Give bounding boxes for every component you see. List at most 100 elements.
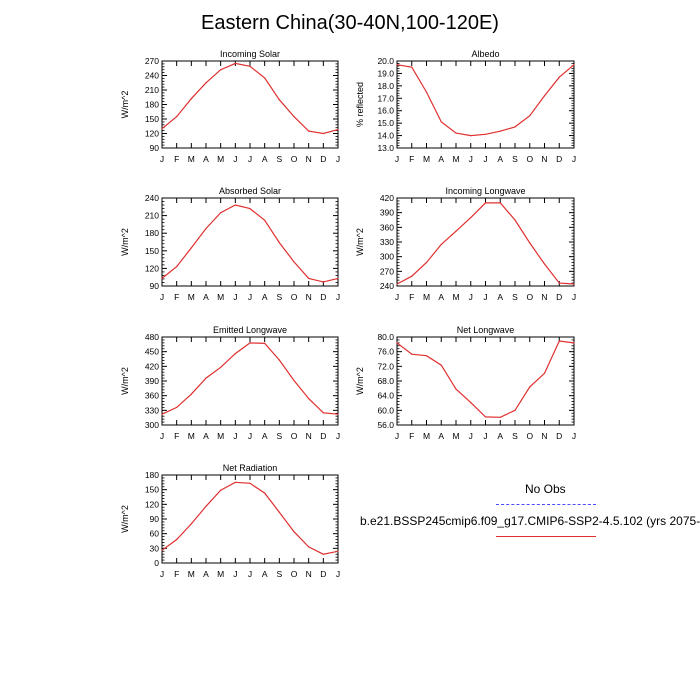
y-tick-label: 90 <box>150 514 160 524</box>
y-tick-label: 150 <box>145 246 159 256</box>
x-tick-label: A <box>262 569 268 579</box>
data-point <box>190 98 192 100</box>
legend-model-line <box>496 536 596 537</box>
x-tick-label: A <box>262 292 268 302</box>
y-tick-label: 210 <box>145 211 159 221</box>
y-tick-label: 19.0 <box>377 68 394 78</box>
data-point <box>337 413 339 415</box>
x-tick-label: M <box>188 569 195 579</box>
x-tick-label: N <box>306 569 312 579</box>
x-tick-label: J <box>572 292 576 302</box>
y-tick-label: 390 <box>380 208 394 218</box>
x-tick-label: D <box>320 154 326 164</box>
data-point <box>529 242 531 244</box>
data-point <box>205 227 207 230</box>
y-tick-label: 0 <box>154 558 159 568</box>
x-tick-label: A <box>438 292 444 302</box>
x-tick-label: M <box>423 431 430 441</box>
y-tick-label: 390 <box>145 376 159 386</box>
y-tick-label: 360 <box>145 391 159 401</box>
panel-1: Incoming Solar W/m^2 90 120 150 180 210 240 270 J… <box>120 49 340 164</box>
data-point <box>205 377 207 379</box>
x-tick-label: F <box>174 154 179 164</box>
x-tick-label: A <box>203 431 209 441</box>
y-tick-label: 68.0 <box>377 376 394 386</box>
y-axis-label: W/m^2 <box>120 91 130 119</box>
series-line <box>396 340 575 418</box>
y-tick-label: 420 <box>380 193 394 203</box>
data-point <box>293 115 295 118</box>
data-point <box>322 412 324 414</box>
series-line <box>161 62 339 135</box>
y-tick-label: 13.0 <box>377 143 394 153</box>
data-point <box>190 247 192 249</box>
x-tick-label: A <box>203 154 209 164</box>
x-tick-label: J <box>336 431 340 441</box>
y-tick-label: 300 <box>145 420 159 430</box>
x-tick-label: F <box>174 431 179 441</box>
y-tick-label: 20.0 <box>377 56 394 66</box>
y-tick-label: 120 <box>145 499 159 509</box>
data-point <box>470 216 472 219</box>
x-tick-label: A <box>203 292 209 302</box>
x-tick-label: S <box>512 292 518 302</box>
panel-5: Emitted Longwave W/m^2 300 330 360 390 420 450 4… <box>120 325 340 441</box>
x-tick-label: J <box>248 154 252 164</box>
data-point <box>396 283 398 285</box>
x-tick-label: D <box>556 431 562 441</box>
data-point <box>220 212 222 214</box>
data-point <box>278 511 280 513</box>
y-tick-label: 76.0 <box>377 347 394 357</box>
x-tick-label: S <box>512 431 518 441</box>
plot-frame <box>161 197 339 287</box>
panel-6: Net Longwave W/m^2 56.0 60.0 64.0 68.0 72.0 76.… <box>355 325 576 441</box>
y-tick-label: 420 <box>145 361 159 371</box>
y-axis-label: W/m^2 <box>120 505 130 533</box>
y-tick-label: 330 <box>380 237 394 247</box>
figure-title: Eastern China(30-40N,100-120E) <box>201 12 499 34</box>
x-tick-label: A <box>497 431 503 441</box>
x-tick-label: S <box>276 431 282 441</box>
x-tick-label: M <box>423 154 430 164</box>
data-point <box>308 277 310 279</box>
y-tick-label: 80.0 <box>377 332 394 342</box>
data-point <box>234 353 236 355</box>
x-tick-label: J <box>248 569 252 579</box>
data-point <box>573 283 575 285</box>
data-point <box>558 340 560 342</box>
plot-frame <box>161 474 339 564</box>
x-tick-label: J <box>233 569 237 579</box>
data-point <box>161 413 163 415</box>
y-tick-label: 120 <box>145 263 159 273</box>
data-point <box>176 406 178 408</box>
data-point <box>396 342 398 344</box>
y-tick-label: 150 <box>145 114 159 124</box>
data-point <box>249 482 251 484</box>
data-point <box>322 281 324 283</box>
x-tick-label: O <box>291 154 298 164</box>
y-tick-label: 180 <box>145 100 159 110</box>
data-point <box>337 129 339 131</box>
x-tick-label: F <box>409 154 414 164</box>
y-tick-label: 300 <box>380 252 394 262</box>
data-point <box>337 550 339 552</box>
x-tick-label: D <box>320 292 326 302</box>
data-point <box>411 353 413 355</box>
y-tick-label: 180 <box>145 228 159 238</box>
y-tick-label: 16.0 <box>377 106 394 116</box>
data-point <box>264 342 266 344</box>
x-tick-label: J <box>160 569 164 579</box>
panel-title: Emitted Longwave <box>213 325 287 335</box>
data-point <box>425 91 428 93</box>
x-tick-label: A <box>497 154 503 164</box>
x-tick-label: J <box>469 154 473 164</box>
x-tick-label: A <box>203 569 209 579</box>
data-point <box>308 398 310 400</box>
data-point <box>514 126 516 128</box>
x-tick-label: F <box>409 292 414 302</box>
data-point <box>573 342 575 344</box>
x-tick-label: J <box>336 154 340 164</box>
x-tick-label: M <box>188 292 195 302</box>
